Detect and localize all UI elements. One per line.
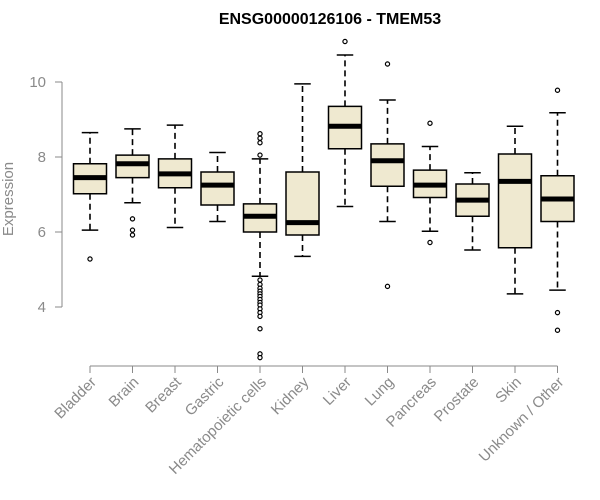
x-tick-label: Bladder xyxy=(51,374,100,423)
outlier-point xyxy=(257,326,263,332)
box-group xyxy=(540,87,575,333)
outlier-point xyxy=(384,61,391,67)
box-group xyxy=(370,61,405,290)
outlier-point xyxy=(257,140,263,146)
outlier-point xyxy=(427,239,433,246)
y-axis: 4 6 8 10 xyxy=(29,74,63,316)
x-tick-label: Breast xyxy=(142,373,185,416)
y-tick-label: 10 xyxy=(29,74,46,91)
box-group xyxy=(455,172,490,251)
x-tick-label: Lung xyxy=(362,374,398,410)
box-group xyxy=(200,151,235,223)
outlier-point xyxy=(342,38,348,45)
box-group xyxy=(497,125,533,295)
x-tick-label: Kidney xyxy=(268,373,313,418)
iqr-box xyxy=(285,171,320,236)
outlier-point xyxy=(257,313,263,320)
box-group xyxy=(412,120,448,246)
y-tick-label: 8 xyxy=(38,149,46,166)
box-group xyxy=(157,124,193,229)
outlier-point xyxy=(257,354,263,361)
box-group xyxy=(72,131,108,262)
outlier-point xyxy=(257,152,263,158)
x-tick-label: Prostate xyxy=(431,374,483,426)
x-tick-label: Skin xyxy=(492,374,525,407)
box-group xyxy=(285,83,320,258)
outlier-point xyxy=(129,227,136,233)
outlier-point xyxy=(257,277,263,283)
outlier-point xyxy=(129,232,136,238)
outlier-point xyxy=(554,327,561,333)
box-group xyxy=(115,128,150,238)
boxes-layer xyxy=(72,38,575,361)
outlier-point xyxy=(427,120,433,126)
outlier-point xyxy=(384,283,391,290)
iqr-box xyxy=(115,154,150,179)
outlier-point xyxy=(87,256,93,262)
y-axis-label: Expression xyxy=(0,162,17,236)
outlier-point xyxy=(554,309,561,316)
y-tick-label: 4 xyxy=(38,299,46,316)
y-tick-label: 6 xyxy=(38,224,46,241)
outlier-point xyxy=(129,216,136,222)
chart-title: ENSG00000126106 - TMEM53 xyxy=(219,11,441,28)
outlier-point xyxy=(257,135,263,141)
box-group xyxy=(327,38,363,208)
x-tick-label: Brain xyxy=(106,374,143,411)
x-tick-label: Liver xyxy=(320,374,355,409)
iqr-box xyxy=(370,143,405,187)
outlier-point xyxy=(257,131,263,137)
iqr-box xyxy=(497,153,533,249)
box-group xyxy=(242,131,278,361)
outlier-point xyxy=(554,87,561,93)
iqr-box xyxy=(200,171,235,206)
